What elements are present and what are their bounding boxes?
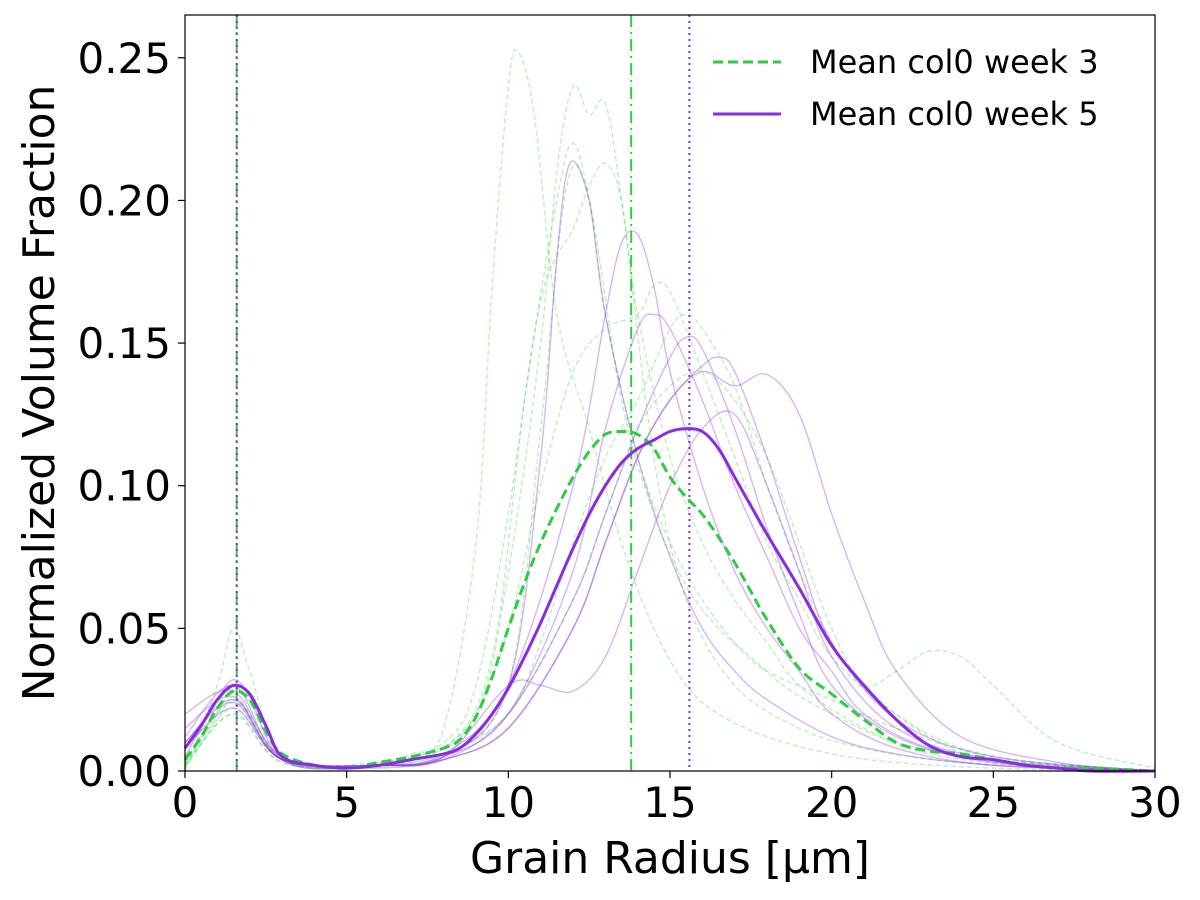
x-tick-label: 0 — [172, 778, 199, 827]
x-axis-label: Grain Radius [μm] — [470, 833, 870, 884]
sample-curve-week3-0 — [184, 49, 1156, 772]
sample-curve-week3-5 — [184, 313, 1156, 769]
x-axis-ticks: 0 5 10 15 20 25 30 — [172, 771, 1182, 827]
x-tick-label: 10 — [482, 778, 535, 827]
y-tick-label: 0.10 — [77, 462, 171, 511]
sample-curve-week3-3 — [184, 162, 1156, 772]
sample-curve-week5-14 — [184, 313, 1156, 772]
sample-curve-week3-2 — [184, 142, 1156, 772]
x-tick-label: 5 — [333, 778, 360, 827]
sample-curve-week5-9 — [184, 230, 1156, 772]
x-tick-label: 15 — [643, 778, 696, 827]
y-tick-label: 0.05 — [77, 604, 171, 653]
x-tick-label: 30 — [1128, 778, 1181, 827]
legend-label-week5: Mean col0 week 5 — [810, 95, 1099, 133]
sample-curve-week5-8 — [184, 160, 1156, 772]
x-tick-label: 20 — [805, 778, 858, 827]
mean-series-lines — [183, 427, 1156, 773]
sample-curve-week5-13 — [184, 410, 1156, 772]
legend-label-week3: Mean col0 week 3 — [810, 43, 1099, 81]
y-tick-label: 0.25 — [77, 34, 171, 83]
legend: Mean col0 week 3 Mean col0 week 5 — [713, 43, 1099, 133]
y-axis-ticks: 0.00 0.05 0.10 0.15 0.20 0.25 — [77, 34, 185, 796]
reference-vertical-lines — [235, 15, 691, 771]
background-series-lines — [184, 49, 1156, 772]
mean-line-week5 — [183, 427, 1156, 773]
mean-line-week3 — [183, 429, 1156, 773]
sample-curve-week3-6 — [184, 163, 1156, 772]
y-tick-label: 0.00 — [77, 747, 171, 796]
y-tick-label: 0.20 — [77, 176, 171, 225]
sample-curve-week3-1 — [184, 83, 1156, 772]
sample-curve-week3-4 — [184, 281, 1156, 772]
y-axis-label: Normalized Volume Fraction — [14, 85, 65, 702]
x-tick-label: 25 — [967, 778, 1020, 827]
y-tick-label: 0.15 — [77, 319, 171, 368]
sample-curve-week5-12 — [184, 356, 1156, 772]
